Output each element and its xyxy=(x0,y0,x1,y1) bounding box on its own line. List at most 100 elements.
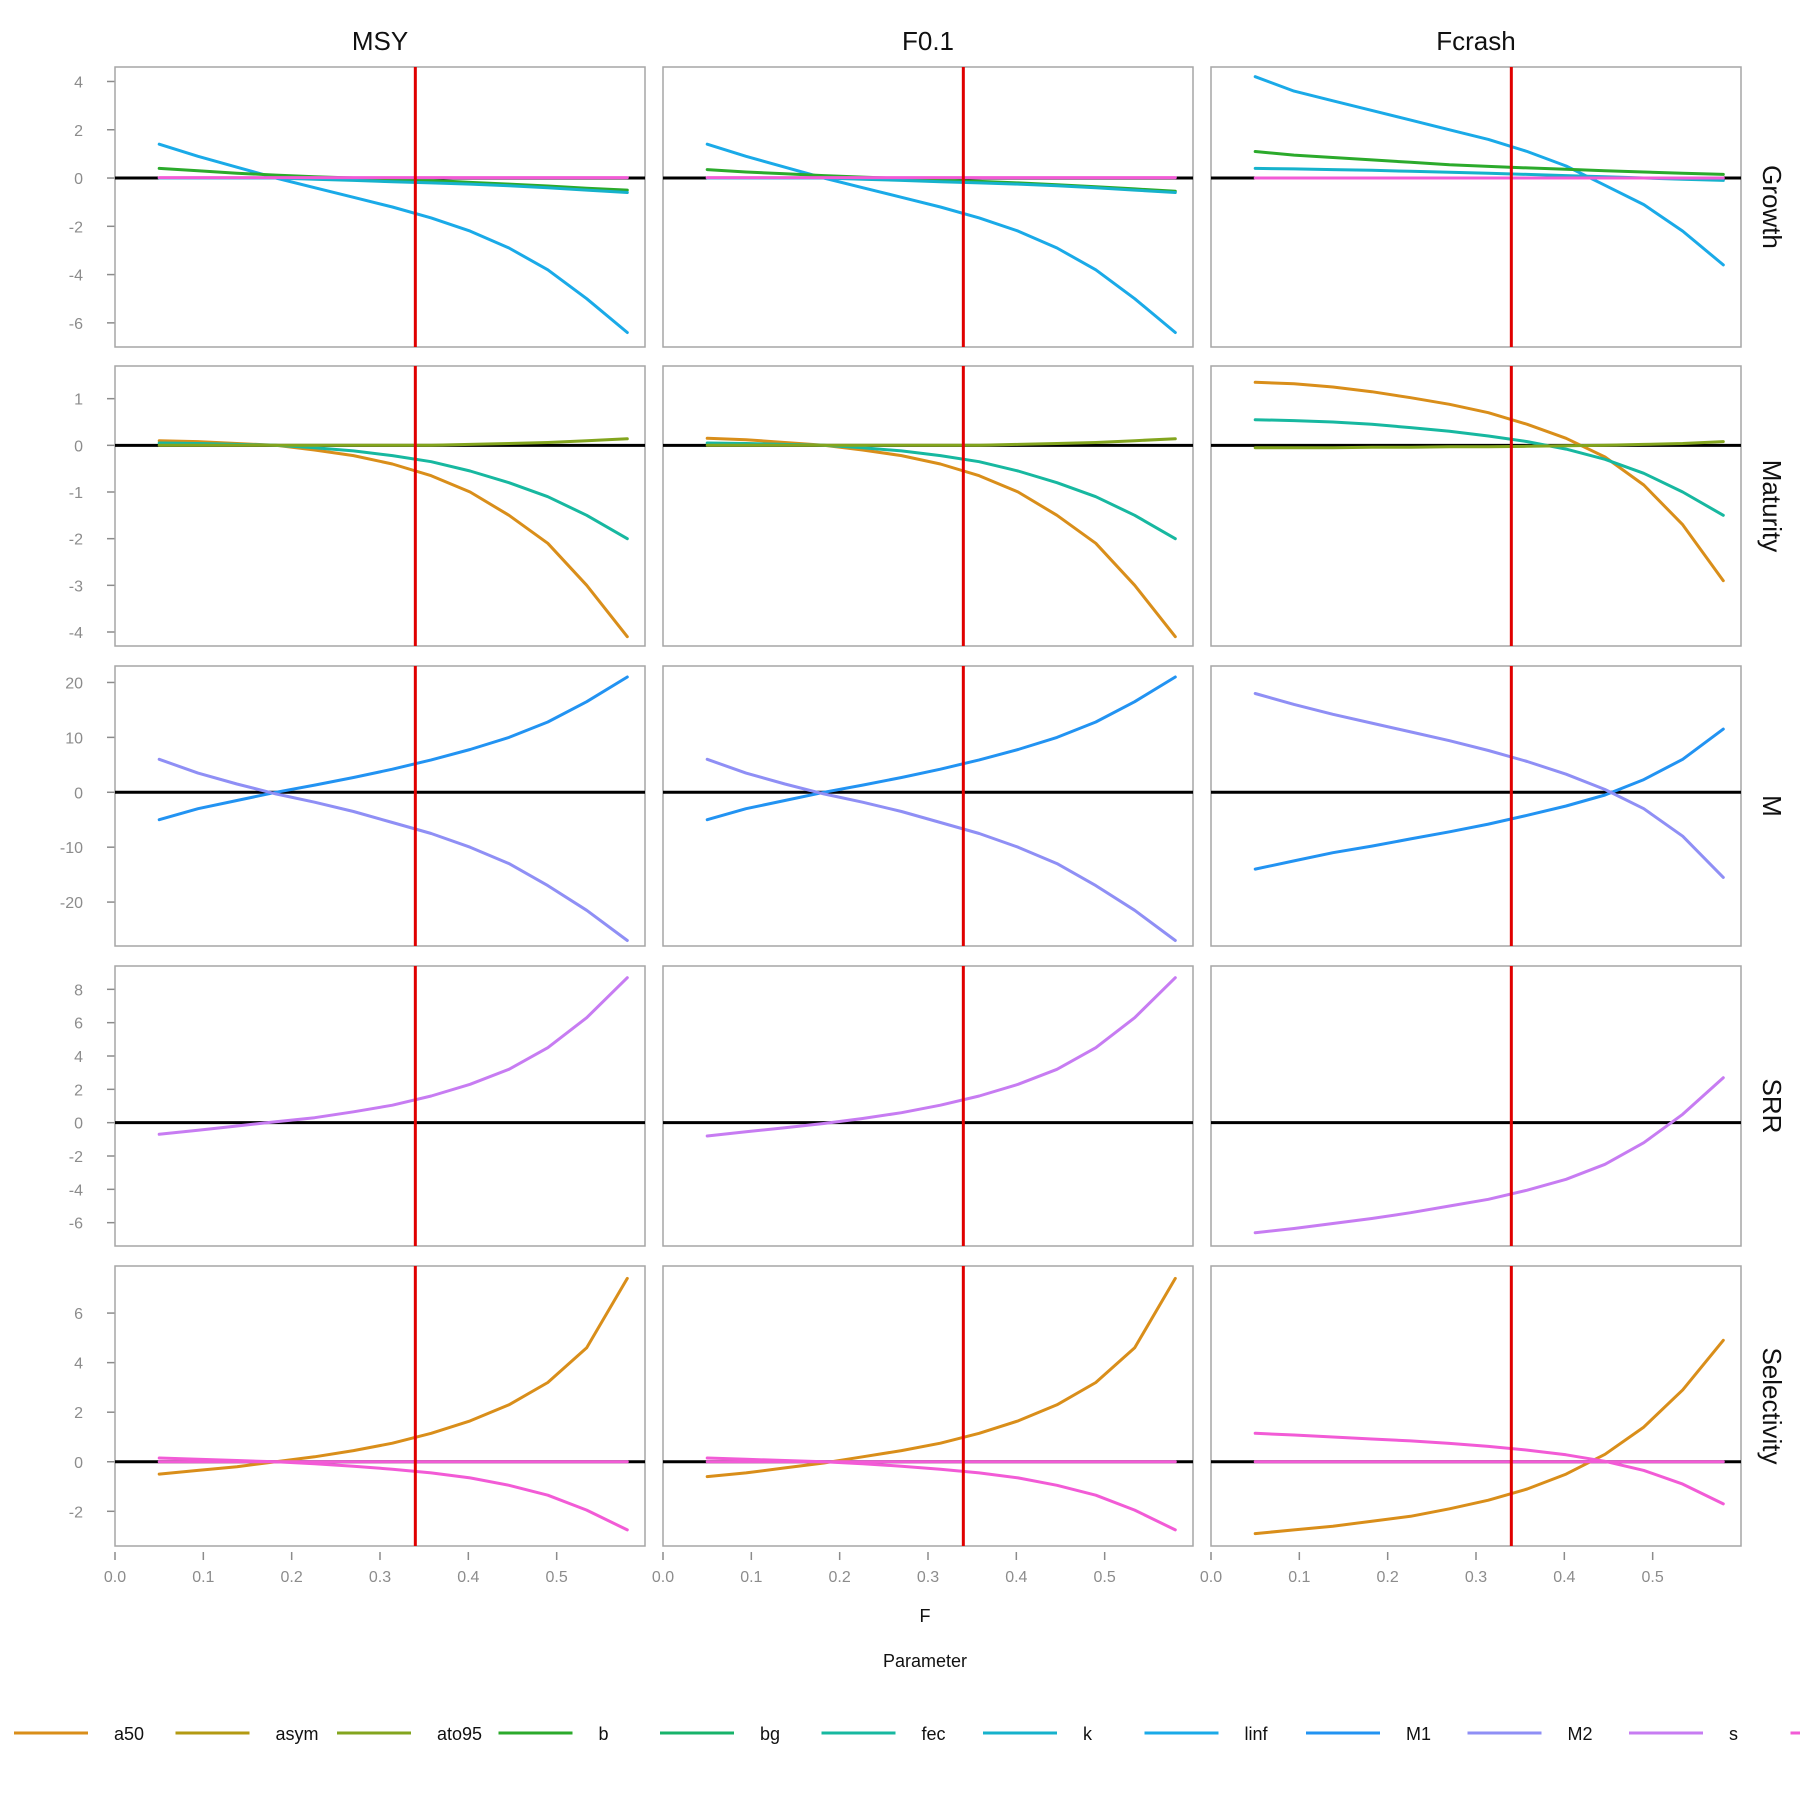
y-tick-label: -4 xyxy=(69,268,83,285)
legend-label: fec xyxy=(922,1724,946,1744)
legend-label: s xyxy=(1729,1724,1738,1744)
panel-2-2 xyxy=(1210,665,1742,947)
panel-0-1 xyxy=(662,66,1194,348)
legend-item-5: fec xyxy=(821,1724,946,1744)
legend-label: asym xyxy=(276,1724,319,1744)
panel-frame xyxy=(1210,965,1742,1247)
panel-3-0 xyxy=(114,965,646,1247)
series-line-ato95-2 xyxy=(1253,440,1725,450)
y-tick-label: 0 xyxy=(74,171,83,188)
legend-label: b xyxy=(599,1724,609,1744)
panel-frame xyxy=(662,965,1194,1247)
series-line-a50-0 xyxy=(157,1276,629,1476)
y-tick-label: 2 xyxy=(74,1405,83,1422)
panel-4-1: 0.0 0.1 0.2 0.3 0.4 0.5 xyxy=(652,1265,1194,1586)
legend-item-2: ato95 xyxy=(337,1724,482,1744)
panel-4-2: 0.0 0.1 0.2 0.3 0.4 0.5 xyxy=(1200,1265,1742,1586)
series-line-s-0 xyxy=(705,976,1177,1138)
x-axis-title: F xyxy=(920,1606,931,1626)
y-tick-label: 4 xyxy=(74,1049,83,1066)
y-tick-label: -2 xyxy=(69,1504,83,1521)
y-tick-label: 0 xyxy=(74,1455,83,1472)
row-label-2: M xyxy=(1757,795,1787,817)
x-tick-label: 0.0 xyxy=(104,1569,126,1586)
x-tick-label: 0.2 xyxy=(281,1569,303,1586)
panel-0-2 xyxy=(1210,66,1742,348)
panel-2-0 xyxy=(114,665,646,947)
series-line-a50-0 xyxy=(1253,380,1725,583)
legend-label: M2 xyxy=(1568,1724,1593,1744)
series-line-linf-0 xyxy=(1253,75,1725,267)
y-tick-label: 0 xyxy=(74,785,83,802)
legend-item-4: bg xyxy=(660,1724,780,1744)
legend-label: ato95 xyxy=(437,1724,482,1744)
panel-1-0 xyxy=(114,365,646,647)
x-tick-label: 0.3 xyxy=(917,1569,939,1586)
x-tick-label: 0.0 xyxy=(652,1569,674,1586)
series-line-s-0 xyxy=(1253,1076,1725,1235)
legend-label: k xyxy=(1083,1724,1093,1744)
legend-item-0: a50 xyxy=(14,1724,144,1744)
y-tick-label: 10 xyxy=(65,730,83,747)
x-tick-label: 0.4 xyxy=(1553,1569,1575,1586)
x-tick-label: 0.4 xyxy=(457,1569,479,1586)
series-line-M1-0 xyxy=(1253,727,1725,871)
panel-frame xyxy=(1210,665,1742,947)
panel-frame xyxy=(114,1265,646,1547)
y-tick-label: 6 xyxy=(74,1306,83,1323)
panel-2-1 xyxy=(662,665,1194,947)
x-axis-col-0: 0.0 0.1 0.2 0.3 0.4 0.5 xyxy=(104,1552,568,1586)
y-tick-label: 4 xyxy=(74,1356,83,1373)
y-axis-row-4: 6 4 2 0 -2 xyxy=(69,1306,115,1521)
x-tick-label: 0.3 xyxy=(369,1569,391,1586)
x-tick-label: 0.1 xyxy=(192,1569,214,1586)
y-axis-row-0: 4 2 0 -2 -4 -6 xyxy=(69,74,115,333)
legend-title: Parameter xyxy=(883,1651,967,1671)
x-tick-label: 0.5 xyxy=(546,1569,568,1586)
y-tick-label: -6 xyxy=(69,1216,83,1233)
y-axis-row-3: 8 6 4 2 0 -2 -4 -6 xyxy=(69,982,115,1233)
panel-frame xyxy=(662,365,1194,647)
series-line-M2-1 xyxy=(705,757,1177,942)
series-line-unlabeled-1 xyxy=(1253,1431,1725,1506)
series-line-b-1 xyxy=(157,166,629,192)
panel-4-0: 0.0 0.1 0.2 0.3 0.4 0.5 xyxy=(104,1265,646,1586)
x-tick-label: 0.2 xyxy=(1377,1569,1399,1586)
row-label-4: Selectivity xyxy=(1757,1347,1787,1464)
y-tick-label: -6 xyxy=(69,316,83,333)
panel-frame xyxy=(114,665,646,947)
legend-item-8: M1 xyxy=(1306,1724,1431,1744)
series-line-a50-0 xyxy=(705,436,1177,639)
legend-label: linf xyxy=(1245,1724,1269,1744)
x-tick-label: 0.5 xyxy=(1642,1569,1664,1586)
panel-frame xyxy=(1210,66,1742,348)
panel-0-0 xyxy=(114,66,646,348)
panel-frame xyxy=(662,66,1194,348)
x-axis-col-2: 0.0 0.1 0.2 0.3 0.4 0.5 xyxy=(1200,1552,1664,1586)
column-label-0: MSY xyxy=(352,26,408,56)
y-tick-label: -1 xyxy=(69,485,83,502)
row-label-3: SRR xyxy=(1757,1079,1787,1134)
column-label-2: Fcrash xyxy=(1436,26,1515,56)
series-line-ato95-2 xyxy=(157,437,629,447)
x-tick-label: 0.4 xyxy=(1005,1569,1027,1586)
panel-1-2 xyxy=(1210,365,1742,647)
legend-label: M1 xyxy=(1406,1724,1431,1744)
column-label-1: F0.1 xyxy=(902,26,954,56)
y-tick-label: -2 xyxy=(69,1149,83,1166)
panels-layer: 420-2-4-610-1-2-3-420100-10-2086420-2-4-… xyxy=(60,66,1742,1586)
series-line-ato95-2 xyxy=(705,437,1177,447)
y-tick-label: -2 xyxy=(69,532,83,549)
series-line-M2-1 xyxy=(157,757,629,942)
panel-3-1 xyxy=(662,965,1194,1247)
legend-item-6: k xyxy=(983,1724,1093,1744)
y-tick-label: 4 xyxy=(74,74,83,91)
panel-frame xyxy=(1210,1265,1742,1547)
series-line-s-0 xyxy=(157,976,629,1136)
series-line-M1-0 xyxy=(157,675,629,822)
y-tick-label: 2 xyxy=(74,123,83,140)
panel-frame xyxy=(662,1265,1194,1547)
x-axis-col-1: 0.0 0.1 0.2 0.3 0.4 0.5 xyxy=(652,1552,1116,1586)
row-label-0: Growth xyxy=(1757,165,1787,249)
